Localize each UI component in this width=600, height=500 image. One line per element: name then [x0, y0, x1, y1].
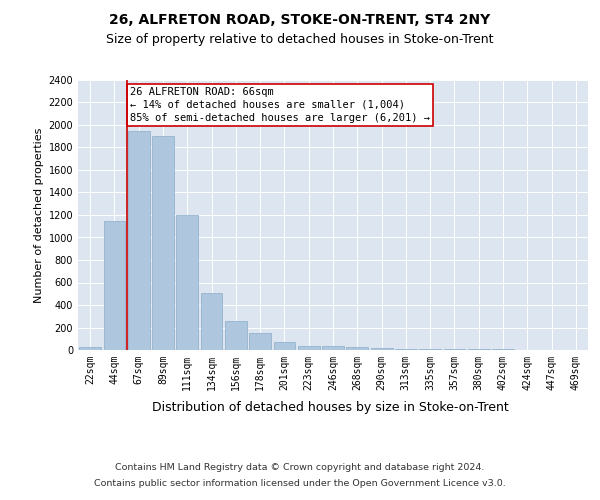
Bar	[104, 220, 125, 350]
Text: Contains HM Land Registry data © Crown copyright and database right 2024.: Contains HM Land Registry data © Crown c…	[115, 463, 485, 472]
Bar	[298, 346, 320, 350]
Bar	[371, 348, 392, 350]
Text: Distribution of detached houses by size in Stoke-on-Trent: Distribution of detached houses by size …	[152, 401, 508, 414]
Bar	[79, 346, 101, 350]
Bar	[200, 292, 223, 350]
Text: 26 ALFRETON ROAD: 66sqm
← 14% of detached houses are smaller (1,004)
85% of semi: 26 ALFRETON ROAD: 66sqm ← 14% of detache…	[130, 86, 430, 123]
Bar	[274, 342, 295, 350]
Bar	[419, 349, 441, 350]
Text: Contains public sector information licensed under the Open Government Licence v3: Contains public sector information licen…	[94, 480, 506, 488]
Bar	[176, 215, 198, 350]
Text: 26, ALFRETON ROAD, STOKE-ON-TRENT, ST4 2NY: 26, ALFRETON ROAD, STOKE-ON-TRENT, ST4 2…	[109, 12, 491, 26]
Bar	[395, 349, 417, 350]
Bar	[225, 321, 247, 350]
Bar	[128, 130, 149, 350]
Bar	[346, 346, 368, 350]
Bar	[249, 332, 271, 350]
Bar	[322, 346, 344, 350]
Text: Size of property relative to detached houses in Stoke-on-Trent: Size of property relative to detached ho…	[106, 32, 494, 46]
Bar	[152, 136, 174, 350]
Y-axis label: Number of detached properties: Number of detached properties	[34, 128, 44, 302]
